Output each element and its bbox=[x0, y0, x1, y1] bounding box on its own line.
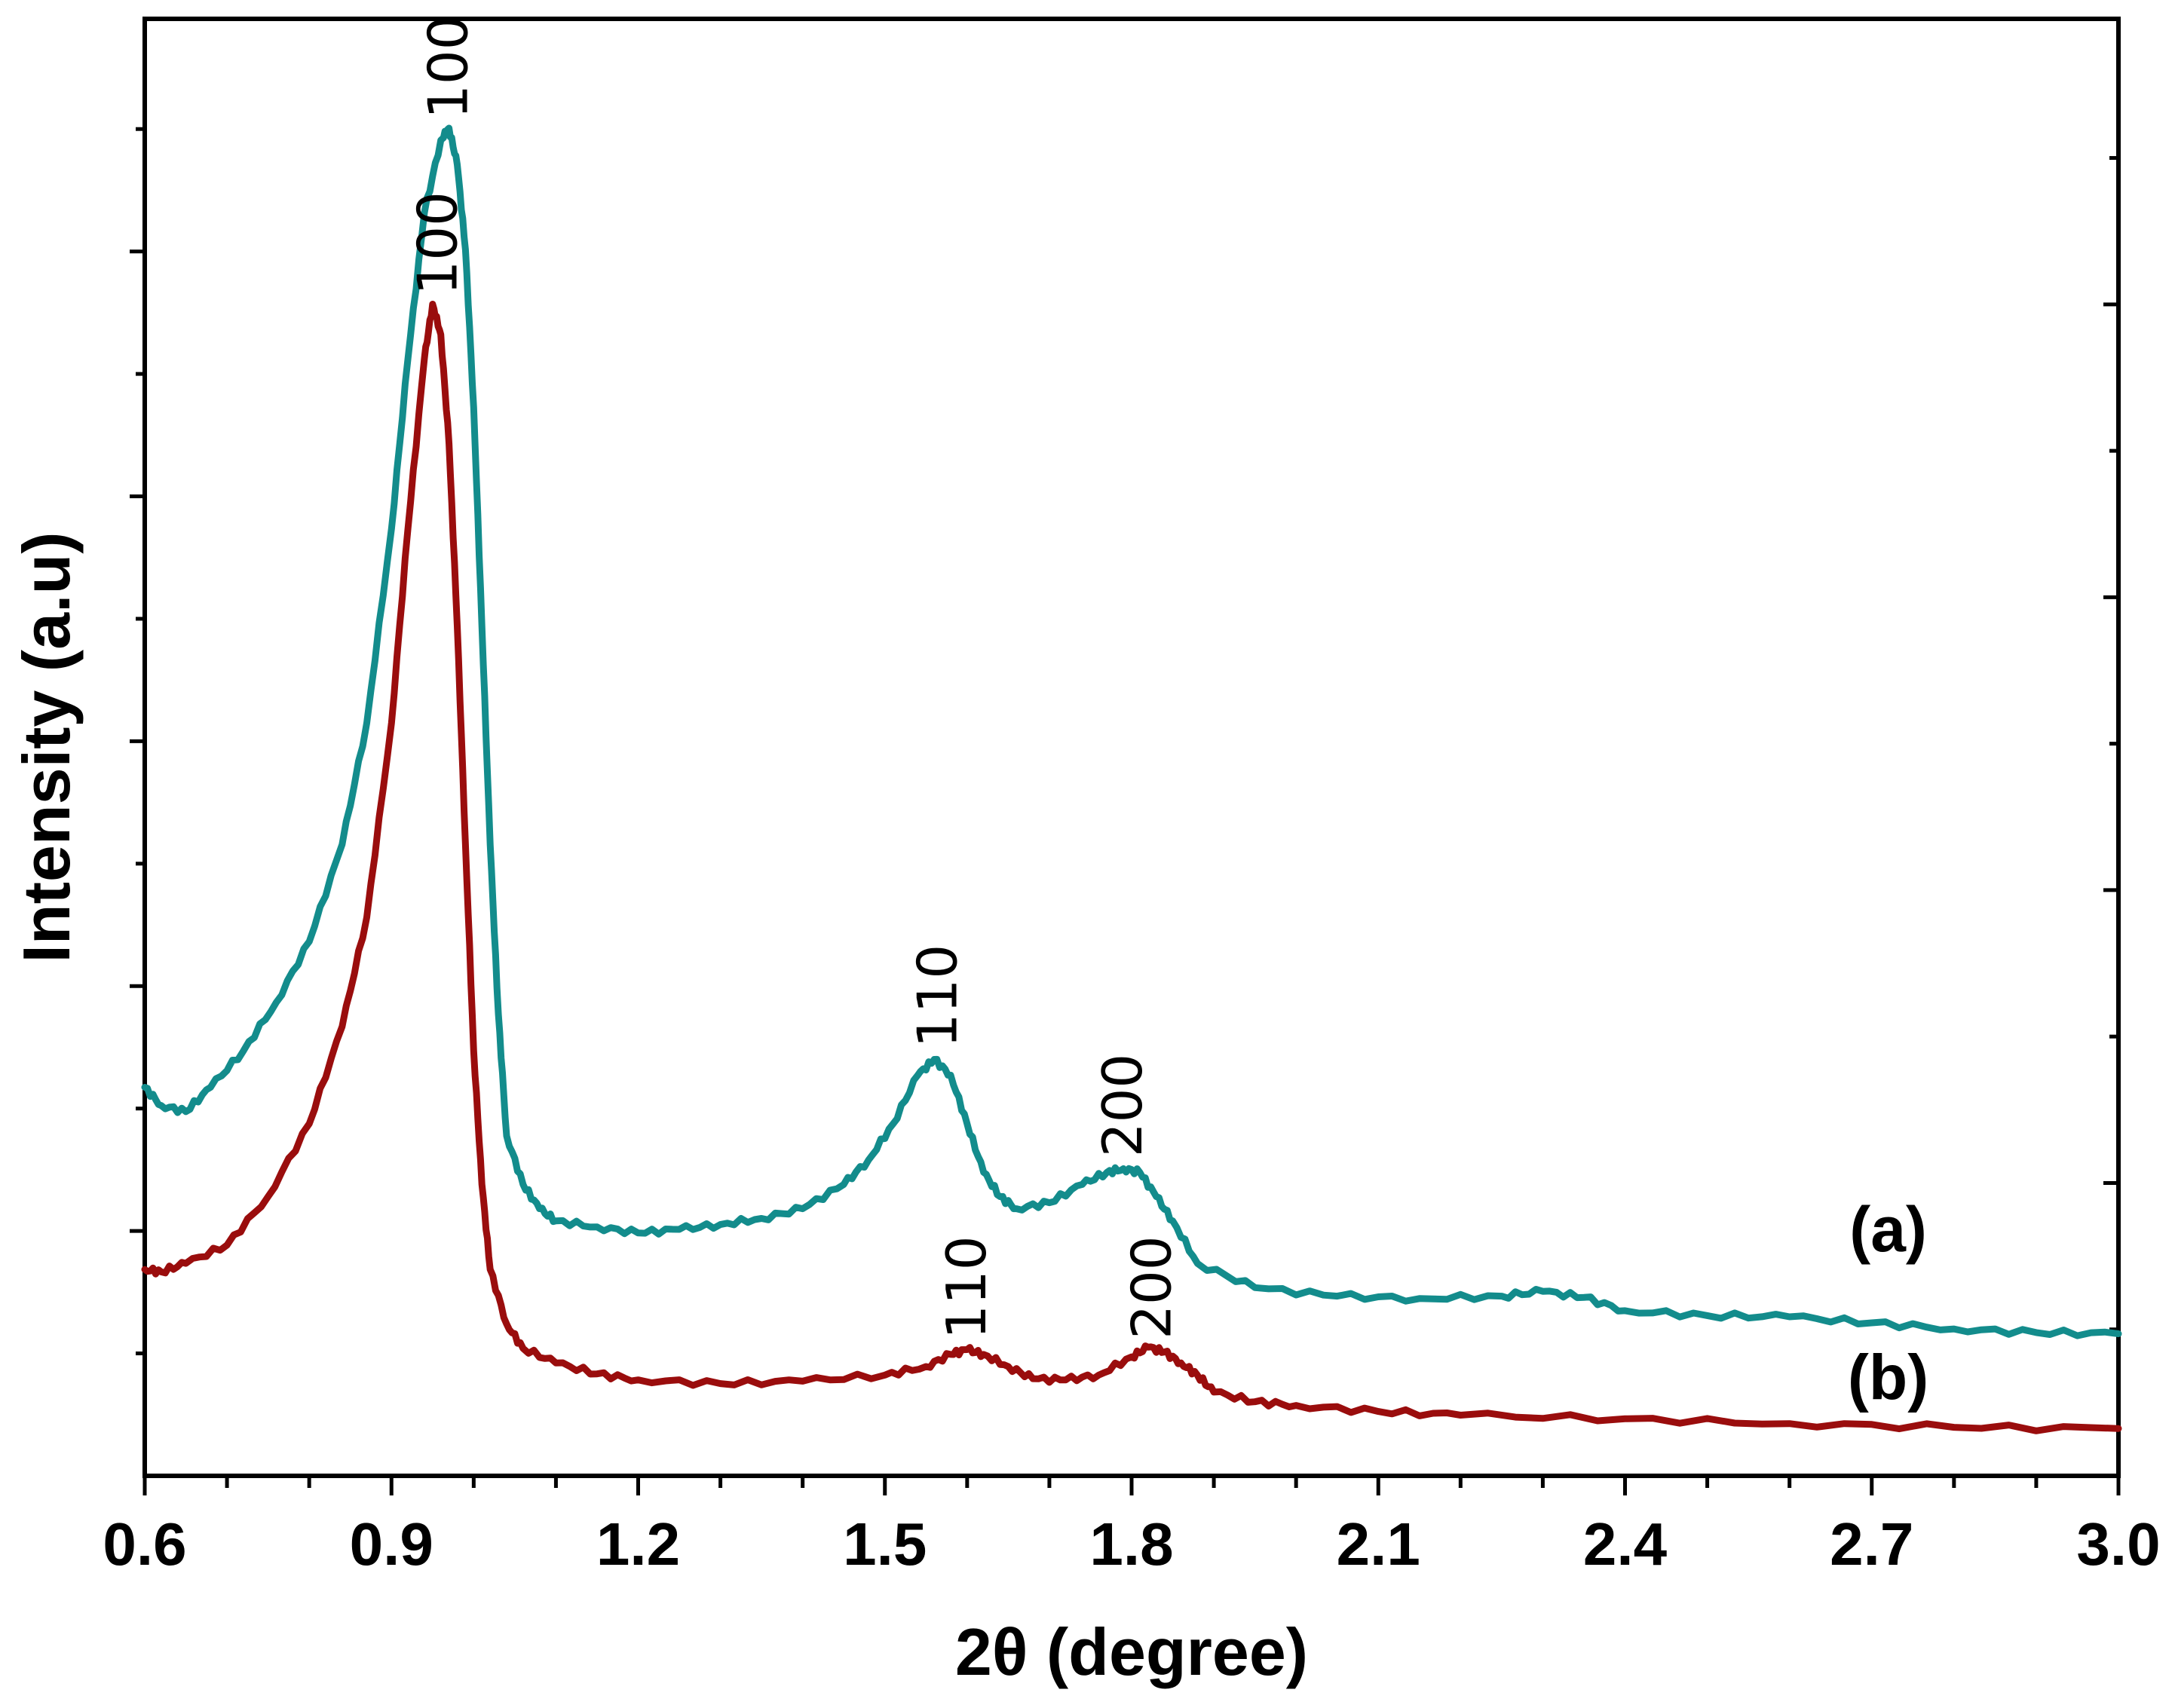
x-tick-label: 2.7 bbox=[1830, 1511, 1913, 1578]
x-tick-label: 0.6 bbox=[103, 1511, 186, 1578]
series-group: (a) (b) bbox=[141, 124, 2122, 1434]
series-line-b bbox=[141, 301, 2122, 1434]
x-tick-label: 2.4 bbox=[1583, 1511, 1668, 1578]
peak-label: 200 bbox=[1091, 1054, 1154, 1157]
y-axis-title: Intensity (a.u) bbox=[9, 531, 84, 963]
x-tick-label: 1.8 bbox=[1089, 1511, 1173, 1578]
series-label-b: (b) bbox=[1848, 1342, 1928, 1413]
x-tick-label: 0.9 bbox=[350, 1511, 433, 1578]
x-tick-labels: 0.6 0.9 1.2 1.5 1.8 2.1 2.4 2.7 3.0 bbox=[103, 1511, 2160, 1578]
x-axis-title: 2θ (degree) bbox=[955, 1615, 1308, 1689]
peak-label: 100 bbox=[417, 15, 480, 118]
tick-marks bbox=[130, 127, 2121, 1495]
peak-label: 200 bbox=[1120, 1235, 1183, 1339]
series-label-a: (a) bbox=[1849, 1194, 1927, 1265]
x-tick-label: 3.0 bbox=[2076, 1511, 2160, 1578]
peak-annotations: 100 110 200 100 110 200 bbox=[406, 15, 1183, 1339]
peak-label: 100 bbox=[406, 191, 469, 295]
x-tick-label: 2.1 bbox=[1337, 1511, 1420, 1578]
chart-axes: 0.6 0.9 1.2 1.5 1.8 2.1 2.4 2.7 3.0 bbox=[103, 17, 2161, 1578]
peak-label: 110 bbox=[906, 944, 970, 1048]
x-tick-label: 1.2 bbox=[596, 1511, 680, 1578]
peak-label: 110 bbox=[935, 1235, 998, 1339]
x-tick-label: 1.5 bbox=[843, 1511, 927, 1578]
series-line-a bbox=[141, 124, 2122, 1339]
